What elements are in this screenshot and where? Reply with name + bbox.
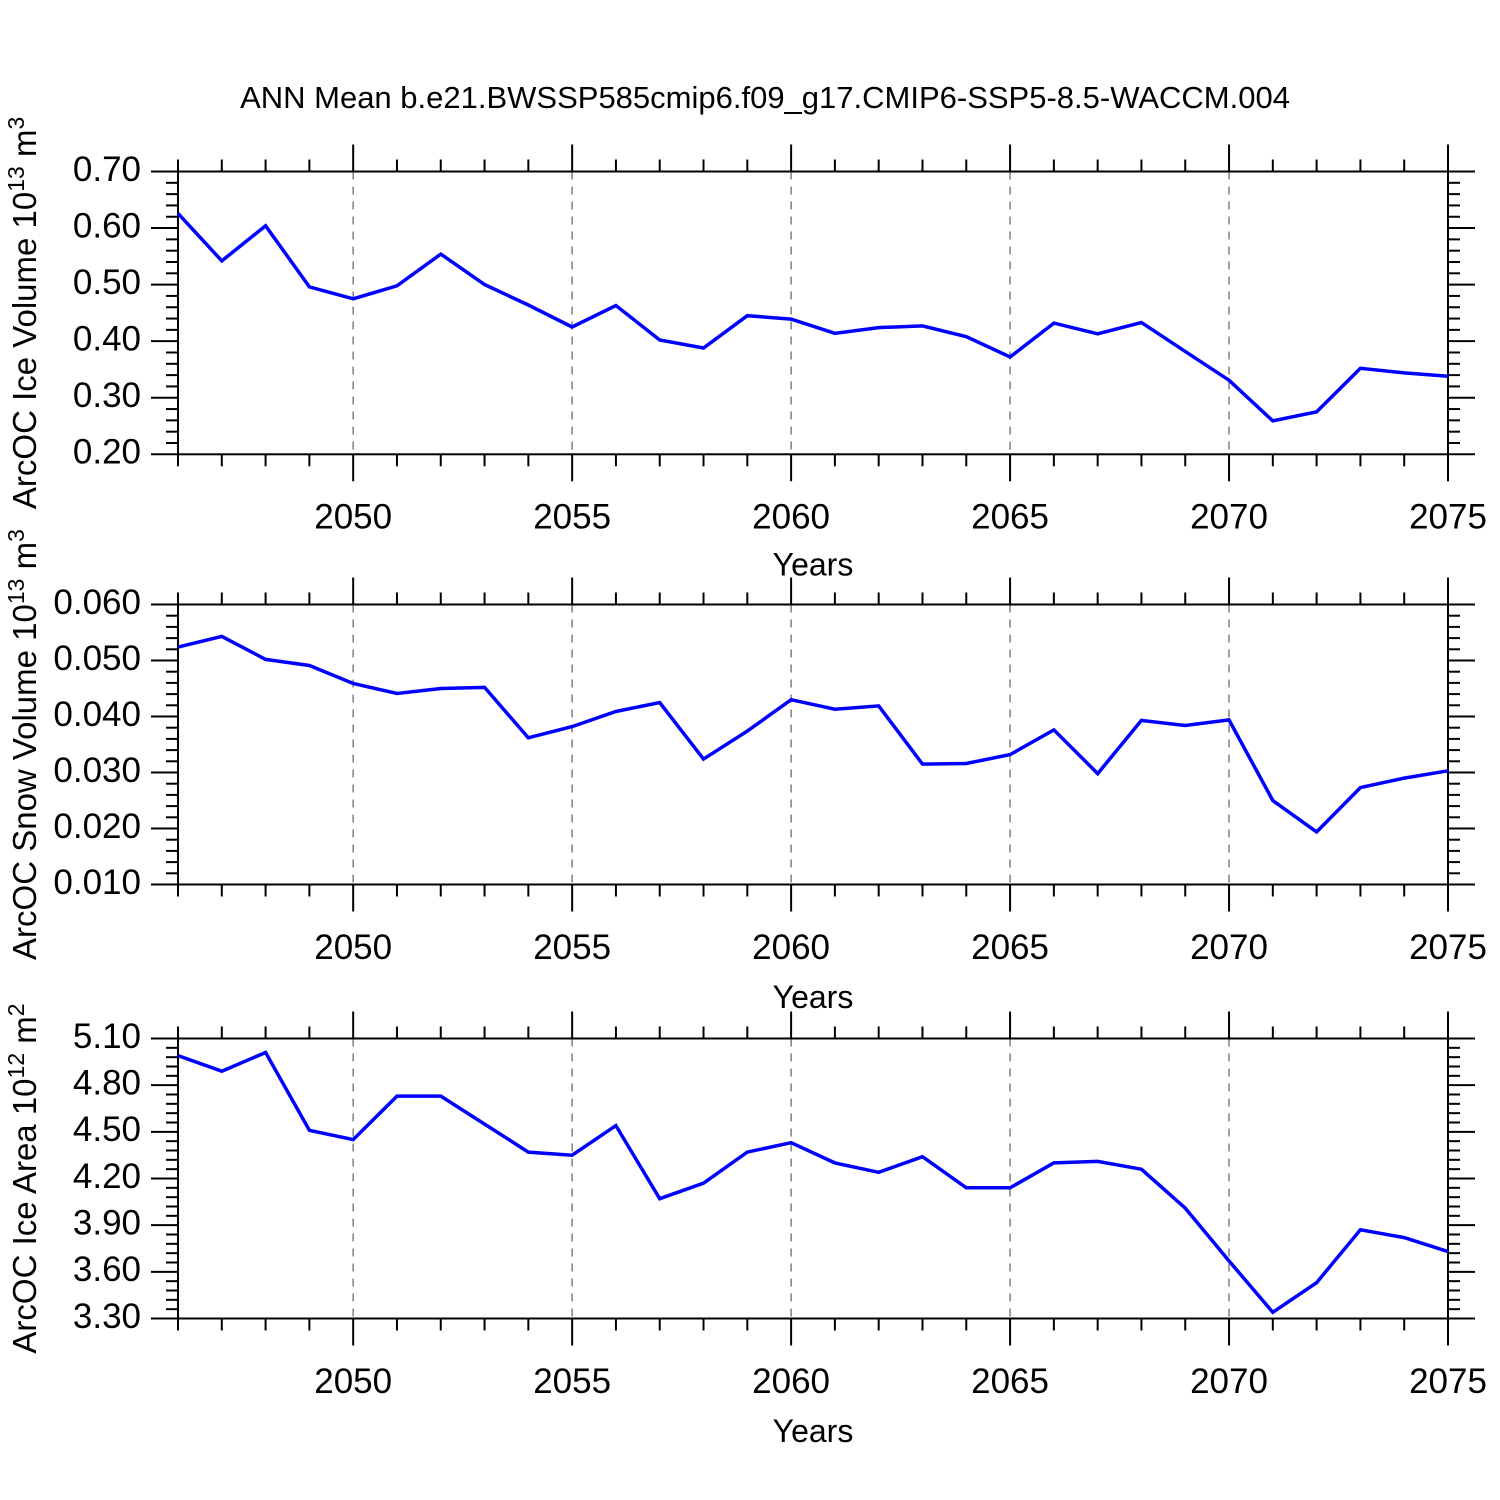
x-tick-label: 2075 (1409, 497, 1487, 536)
x-tick-label: 2060 (752, 928, 830, 967)
y-tick-label: 0.050 (53, 639, 141, 678)
chart-title: ANN Mean b.e21.BWSSP585cmip6.f09_g17.CMI… (240, 80, 1290, 115)
x-axis-title: Years (773, 979, 854, 1015)
x-ticks (177, 144, 1449, 482)
y-ticks (151, 170, 1475, 456)
x-tick-label: 2075 (1409, 928, 1487, 967)
x-tick-label: 2050 (314, 497, 392, 536)
series-line-snow-volume (177, 634, 1449, 835)
y-tick-label: 3.60 (73, 1250, 141, 1289)
y-tick-label: 0.30 (73, 376, 141, 415)
x-axis-title: Years (773, 546, 854, 582)
panel-ice-volume: 2050 2055 2060 2065 2070 2075 0.20 0.30 0.40 0.50… (3, 117, 1487, 583)
x-tick-labels: 2050 2055 2060 2065 2070 2075 (314, 497, 1487, 536)
series-line-ice-volume (176, 212, 1449, 423)
y-tick-label: 3.30 (73, 1297, 141, 1336)
x-tick-label: 2070 (1190, 497, 1268, 536)
y-tick-label: 4.50 (73, 1110, 141, 1149)
plot-box (177, 170, 1449, 456)
y-tick-label: 0.40 (73, 319, 141, 358)
x-tick-label: 2075 (1409, 1362, 1487, 1401)
x-tick-labels: 2050 2055 2060 2065 2070 2075 (314, 1362, 1487, 1401)
y-tick-label: 0.60 (73, 206, 141, 245)
y-ticks (151, 1037, 1475, 1320)
gridlines (352, 171, 1230, 455)
x-tick-label: 2065 (971, 1362, 1049, 1401)
x-tick-label: 2060 (752, 1362, 830, 1401)
y-tick-label: 0.70 (73, 150, 141, 189)
y-axis-title: ArcOC Snow Volume 1013 m3 (3, 529, 43, 960)
y-axis-title: ArcOC Ice Volume 1013 m3 (3, 117, 43, 509)
x-tick-label: 2050 (314, 928, 392, 967)
y-tick-label: 4.80 (73, 1063, 141, 1102)
gridlines (352, 604, 1230, 885)
gridlines (352, 1038, 1230, 1319)
x-tick-label: 2065 (971, 928, 1049, 967)
x-tick-labels: 2050 2055 2060 2065 2070 2075 (314, 928, 1487, 967)
plot-box (177, 1037, 1449, 1320)
y-tick-label: 0.060 (53, 583, 141, 622)
plot-box (177, 603, 1449, 886)
x-tick-label: 2055 (533, 928, 611, 967)
y-tick-label: 0.040 (53, 695, 141, 734)
x-tick-label: 2065 (971, 497, 1049, 536)
y-tick-label: 0.20 (73, 433, 141, 472)
y-tick-label: 0.50 (73, 263, 141, 302)
panel-ice-area: 2050 2055 2060 2065 2070 2075 3.30 3.60 3.90 4.20… (3, 1003, 1487, 1449)
y-tick-label: 0.020 (53, 807, 141, 846)
y-axis-title: ArcOC Ice Area 1012 m2 (3, 1003, 43, 1353)
x-tick-label: 2050 (314, 1362, 392, 1401)
y-tick-label: 5.10 (73, 1017, 141, 1056)
y-tick-label: 4.20 (73, 1157, 141, 1196)
y-tick-labels: 0.010 0.020 0.030 0.040 0.050 0.060 (53, 583, 141, 902)
x-ticks (177, 577, 1449, 912)
x-tick-label: 2070 (1190, 1362, 1268, 1401)
x-tick-label: 2070 (1190, 928, 1268, 967)
y-tick-label: 0.030 (53, 751, 141, 790)
y-tick-label: 3.90 (73, 1203, 141, 1242)
y-tick-label: 0.010 (53, 863, 141, 902)
y-ticks (151, 603, 1475, 886)
y-tick-labels: 3.30 3.60 3.90 4.20 4.50 4.80 5.10 (73, 1017, 141, 1336)
series-line-ice-area (177, 1050, 1449, 1315)
y-tick-labels: 0.20 0.30 0.40 0.50 0.60 0.70 (73, 150, 141, 472)
panel-snow-volume: 2050 2055 2060 2065 2070 20750.0100.0200.0300… (3, 529, 1487, 1015)
x-tick-label: 2060 (752, 497, 830, 536)
x-tick-label: 2055 (533, 1362, 611, 1401)
x-ticks (177, 1011, 1449, 1346)
x-axis-title: Years (773, 1413, 854, 1449)
x-tick-label: 2055 (533, 497, 611, 536)
